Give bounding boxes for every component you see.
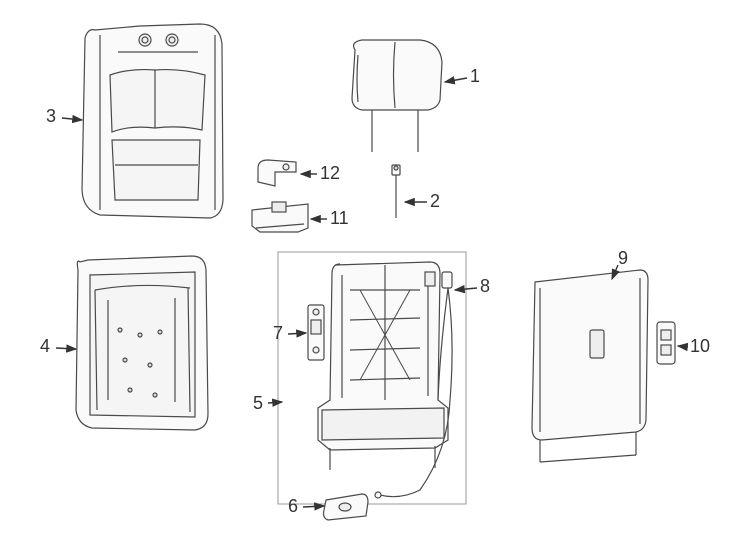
- part-seat-back-frame-pad: [76, 256, 208, 430]
- part-switch-module: [657, 322, 675, 364]
- callout-5: 5: [253, 393, 263, 414]
- callout-9: 9: [618, 248, 628, 269]
- parts-diagram-canvas: [0, 0, 734, 540]
- part-lower-bracket: [324, 494, 369, 520]
- part-seat-back-cushion: [82, 24, 223, 218]
- callout-10: 10: [690, 336, 710, 357]
- part-headrest: [352, 40, 442, 152]
- callout-8: 8: [480, 276, 490, 297]
- part-guide-pin: [392, 165, 400, 218]
- callout-1: 1: [470, 66, 480, 87]
- part-clip-bracket: [258, 160, 296, 186]
- part-mounting-bracket: [252, 202, 308, 232]
- part-seat-frame-assembly: [318, 262, 448, 470]
- part-rear-panel: [532, 270, 648, 462]
- callout-4: 4: [40, 336, 50, 357]
- callout-3: 3: [46, 106, 56, 127]
- callout-12: 12: [320, 163, 340, 184]
- callout-2: 2: [430, 191, 440, 212]
- part-latch-mechanism: [308, 305, 324, 360]
- callout-11: 11: [330, 208, 349, 229]
- callout-7: 7: [273, 323, 283, 344]
- callout-6: 6: [288, 496, 298, 517]
